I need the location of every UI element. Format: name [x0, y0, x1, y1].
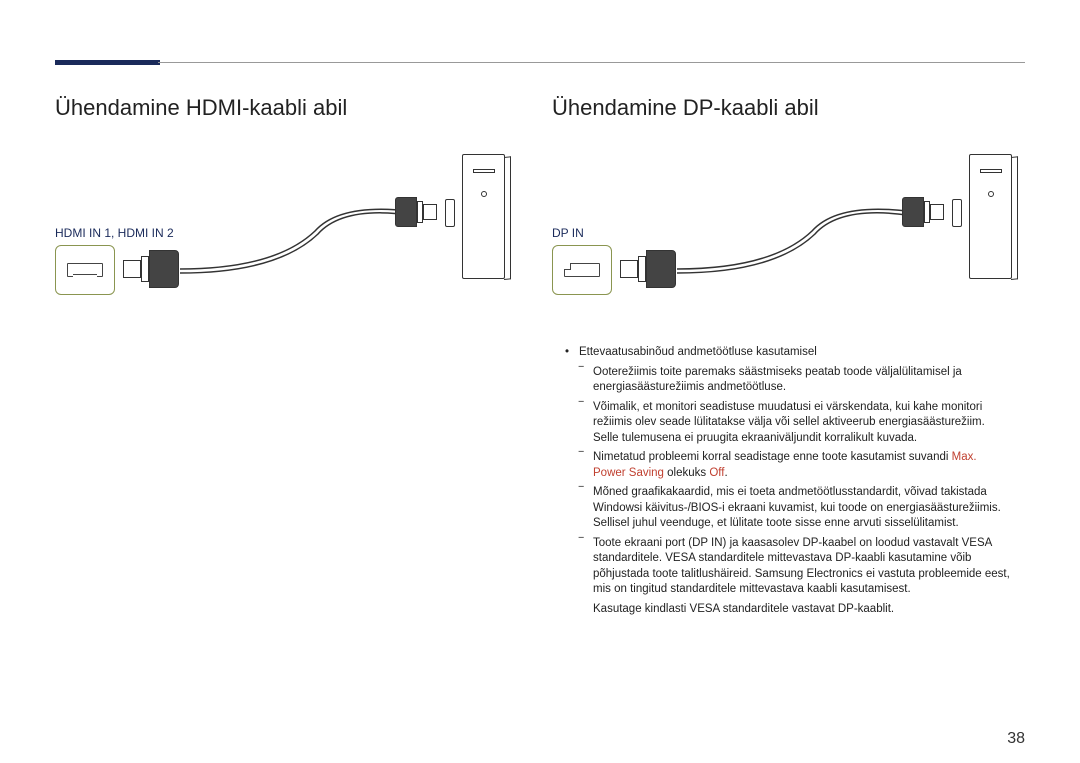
- note-item: ‾ Toote ekraani port (DP IN) ja kaasasol…: [565, 536, 1010, 598]
- dp-section: Ühendamine DP-kaabli abil DP IN: [552, 95, 1022, 331]
- note-bullet: • Ettevaatusabinõud andmetöötluse kasuta…: [565, 345, 1010, 361]
- note-item: ‾ Mõned graafikakaardid, mis ei toeta an…: [565, 485, 1010, 532]
- hdmi-heading: Ühendamine HDMI-kaabli abil: [55, 95, 515, 121]
- hdmi-connector-right: [395, 191, 437, 231]
- dp-diagram: DP IN: [552, 151, 1022, 331]
- hdmi-cable: [175, 191, 415, 281]
- note-item: ‾ Nimetatud probleemi korral seadistage …: [565, 450, 1010, 481]
- dp-connector-left: [620, 246, 672, 290]
- header-bar: [55, 60, 160, 65]
- page-number: 38: [1007, 730, 1025, 748]
- hdmi-port-label: HDMI IN 1, HDMI IN 2: [55, 226, 174, 240]
- dp-connector-right: [902, 191, 944, 231]
- pc-tower-right: [969, 154, 1012, 279]
- dp-cable: [672, 191, 912, 281]
- hdmi-diagram: HDMI IN 1, HDMI IN 2: [55, 151, 515, 331]
- note-item: ‾ Ooterežiimis toite paremaks säästmisek…: [565, 365, 1010, 396]
- hdmi-receptacle: [445, 199, 455, 227]
- dp-port-box: [552, 245, 612, 295]
- dp-port-icon: [564, 263, 600, 277]
- hdmi-port-icon: [67, 263, 103, 277]
- hdmi-section: Ühendamine HDMI-kaabli abil HDMI IN 1, H…: [55, 95, 515, 331]
- dp-heading: Ühendamine DP-kaabli abil: [552, 95, 1022, 121]
- note-plain: Kasutage kindlasti VESA standarditele va…: [565, 602, 1010, 618]
- hdmi-port-box: [55, 245, 115, 295]
- notes-block: • Ettevaatusabinõud andmetöötluse kasuta…: [565, 345, 1010, 621]
- header-line: [158, 62, 1025, 63]
- dp-port-label: DP IN: [552, 226, 584, 240]
- dp-receptacle: [952, 199, 962, 227]
- hdmi-connector-left: [123, 246, 175, 290]
- note-item: ‾ Võimalik, et monitori seadistuse muuda…: [565, 400, 1010, 447]
- pc-tower-left: [462, 154, 505, 279]
